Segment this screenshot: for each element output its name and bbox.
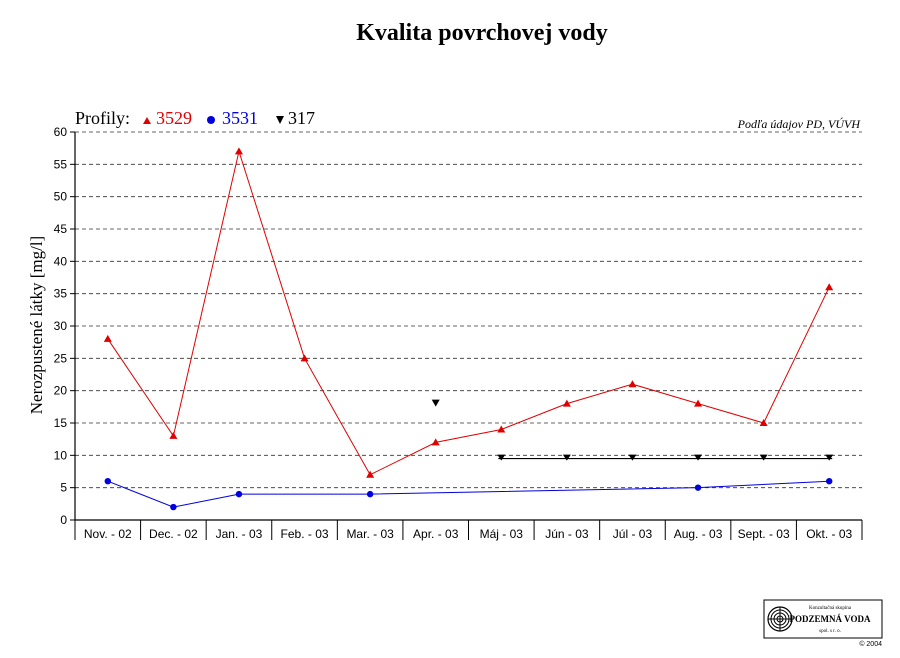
y-tick-label: 25 (54, 351, 68, 365)
legend-marker-3531 (207, 116, 215, 124)
y-tick-label: 60 (54, 125, 68, 139)
chart-title: Kvalita povrchovej vody (356, 20, 608, 46)
y-tick-label: 10 (54, 448, 68, 462)
series-3531-point (235, 490, 243, 498)
y-tick-label: 5 (60, 481, 67, 495)
source-note: Podľa údajov PD, VÚVH (737, 117, 862, 131)
series-317-point (694, 454, 703, 461)
series-317-point (497, 454, 506, 461)
series-3529-point (431, 438, 440, 446)
series-3529-point (497, 425, 506, 433)
x-tick-label: Sept. - 03 (738, 527, 790, 541)
legend: Profily: 3529 3531 317 (75, 108, 315, 128)
y-tick-label: 55 (54, 157, 68, 171)
series-317-point (562, 454, 571, 461)
series-3531-point (694, 484, 702, 491)
y-tick-label: 35 (54, 287, 68, 301)
series-3529-point (628, 380, 637, 388)
x-tick-label: Jan. - 03 (216, 527, 263, 541)
series-3529-point (169, 431, 178, 439)
y-tick-label: 20 (54, 384, 68, 398)
series-3531-point (170, 503, 177, 511)
x-tick-label: Okt. - 03 (806, 527, 852, 541)
logo-copyright: © 2004 (859, 640, 882, 648)
x-tick-label: Máj - 03 (480, 527, 524, 541)
y-tick-label: 0 (60, 513, 67, 527)
logo-line3: spol. s r. o. (819, 629, 841, 634)
x-tick-label: Dec. - 02 (149, 527, 198, 541)
series-3531-line (107, 480, 830, 508)
x-tick-label: Jún - 03 (545, 527, 589, 541)
series-3529-point (366, 470, 375, 478)
y-tick-label: 30 (54, 319, 68, 333)
y-tick-label: 15 (54, 416, 68, 430)
series-317-point (628, 454, 637, 461)
series-317-point (759, 454, 768, 461)
series-317-point (431, 399, 440, 407)
y-tick-label: 50 (54, 190, 68, 204)
series-3529-line (107, 149, 830, 476)
y-axis-label: Nerozpustené látky [mg/l] (27, 236, 46, 414)
x-tick-label: Apr. - 03 (413, 527, 459, 541)
plot-area: 0 5 10 15 20 25 30 35 40 45 50 55 60 Nov. - 02 Dec. - … (54, 125, 863, 541)
legend-marker-3529 (143, 117, 151, 124)
legend-label-317: 317 (288, 108, 315, 128)
series-3531-point (104, 478, 111, 485)
series-3531-point (366, 490, 374, 498)
series-317-point (825, 454, 834, 461)
x-tick-label: Aug. - 03 (674, 527, 723, 541)
series-3529-point (562, 399, 571, 407)
legend-label-3531: 3531 (222, 108, 258, 128)
series-3529-point (825, 283, 834, 291)
x-tick-label: Mar. - 03 (346, 527, 394, 541)
legend-marker-317 (276, 116, 284, 124)
series-3531-point (826, 478, 833, 485)
company-logo: Konzultačná skupina PODZEMNÁ VODA spol. … (763, 599, 883, 648)
legend-label-3529: 3529 (156, 108, 192, 128)
logo-line1: Konzultačná skupina (809, 606, 852, 611)
legend-prefix: Profily: (75, 108, 130, 128)
x-tick-label: Feb. - 03 (281, 527, 329, 541)
series-3529-point (759, 419, 768, 426)
series-3529-point (234, 147, 243, 155)
x-tick-label: Nov. - 02 (84, 527, 132, 541)
series-3529-point (300, 354, 309, 362)
y-tick-label: 45 (54, 222, 68, 236)
y-tick-label: 40 (54, 254, 68, 268)
logo-mark-icon (767, 606, 793, 632)
series-3529-point (694, 399, 703, 407)
logo-name: PODZEMNÁ VODA (790, 614, 871, 624)
x-tick-label: Júl - 03 (613, 527, 653, 541)
series-3529-point (103, 334, 112, 342)
